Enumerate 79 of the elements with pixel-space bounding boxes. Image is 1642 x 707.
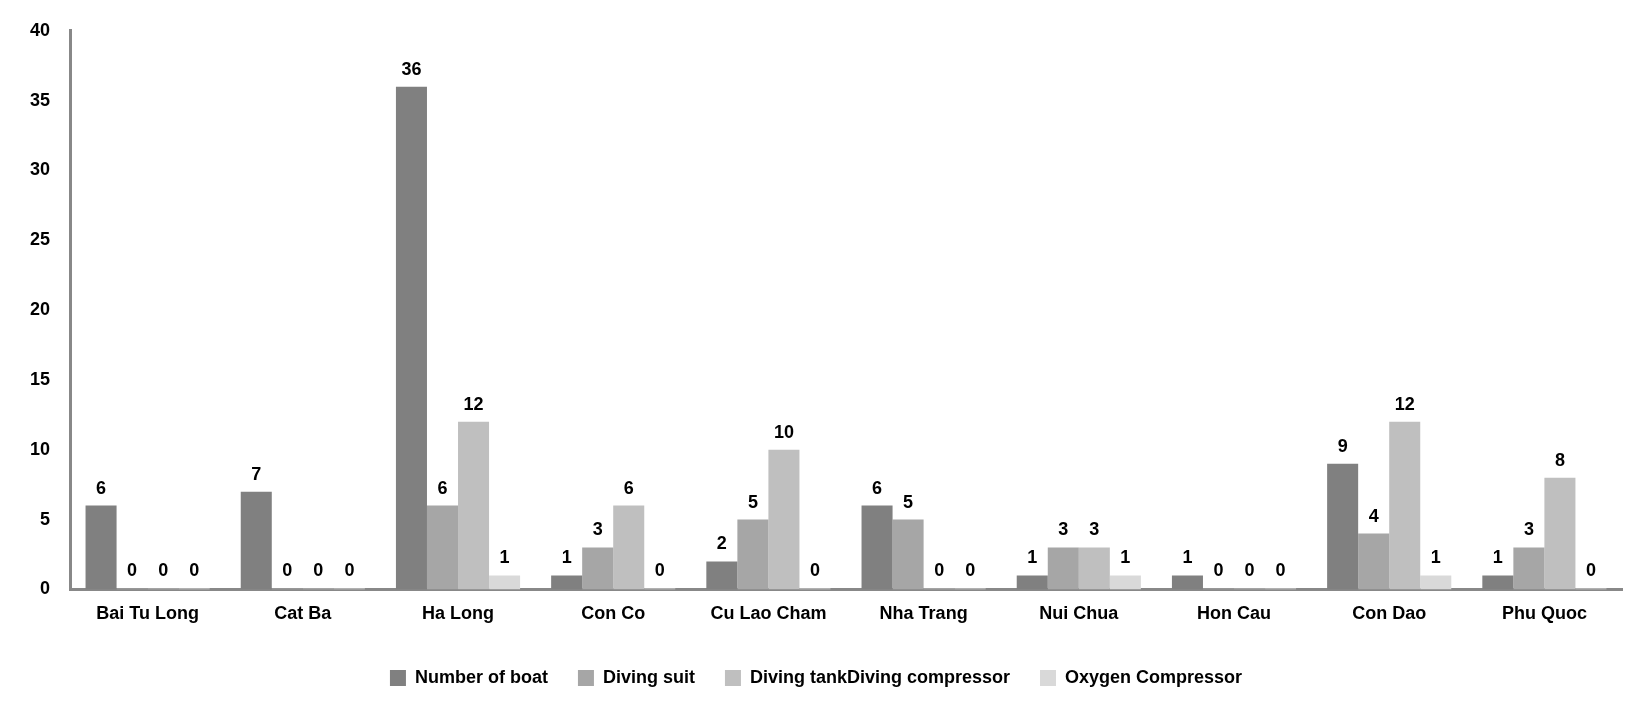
x-tick-label: Cat Ba bbox=[274, 603, 333, 624]
data-label: 2 bbox=[716, 533, 727, 554]
bar bbox=[1420, 575, 1452, 590]
data-label: 0 bbox=[313, 560, 324, 581]
data-label: 6 bbox=[96, 477, 107, 498]
data-label: 1 bbox=[1027, 547, 1038, 568]
legend-label: Oxygen Compressor bbox=[1065, 666, 1243, 687]
data-label: 0 bbox=[158, 560, 169, 581]
x-tick-label: Cu Lao Cham bbox=[710, 603, 827, 624]
data-label: 10 bbox=[773, 421, 794, 442]
data-label: 0 bbox=[1275, 560, 1286, 581]
x-tick-label: Hon Cau bbox=[1197, 603, 1272, 624]
data-label: 12 bbox=[1394, 393, 1415, 414]
y-tick-label: 20 bbox=[29, 299, 51, 320]
y-tick-label: 35 bbox=[29, 89, 51, 110]
bar bbox=[1513, 547, 1545, 590]
legend-label: Diving suit bbox=[602, 666, 695, 687]
bar bbox=[1389, 421, 1421, 590]
x-tick-label: Con Dao bbox=[1352, 603, 1427, 624]
y-tick-label: 15 bbox=[29, 368, 51, 389]
y-tick-label: 0 bbox=[40, 578, 51, 599]
bar bbox=[426, 505, 459, 590]
data-label: 7 bbox=[251, 463, 262, 484]
bar bbox=[768, 449, 800, 590]
bar bbox=[1358, 533, 1390, 590]
data-label: 4 bbox=[1368, 505, 1379, 526]
data-label: 0 bbox=[965, 560, 976, 581]
x-tick-label: Nui Chua bbox=[1039, 603, 1120, 624]
data-label: 12 bbox=[463, 393, 484, 414]
data-label: 1 bbox=[561, 547, 572, 568]
y-tick-label: 40 bbox=[29, 19, 51, 40]
bar bbox=[1544, 477, 1576, 590]
y-tick-label: 5 bbox=[40, 508, 51, 529]
x-tick-label: Bai Tu Long bbox=[96, 603, 199, 624]
y-tick-label: 10 bbox=[29, 438, 51, 459]
data-label: 0 bbox=[1213, 560, 1224, 581]
data-label: 0 bbox=[934, 560, 945, 581]
data-label: 1 bbox=[1120, 547, 1131, 568]
x-tick-label: Nha Trang bbox=[879, 603, 968, 624]
data-label: 6 bbox=[437, 477, 448, 498]
y-tick-label: 30 bbox=[29, 159, 51, 180]
bar bbox=[613, 505, 645, 590]
data-label: 1 bbox=[1182, 547, 1193, 568]
bar bbox=[1078, 547, 1110, 590]
data-label: 1 bbox=[499, 547, 510, 568]
y-tick-label: 25 bbox=[29, 229, 51, 250]
bar bbox=[582, 547, 614, 590]
data-label: 6 bbox=[623, 477, 634, 498]
data-label: 1 bbox=[1492, 547, 1503, 568]
bar bbox=[458, 421, 490, 590]
data-label: 0 bbox=[127, 560, 138, 581]
data-label: 0 bbox=[344, 560, 355, 581]
bar bbox=[892, 519, 924, 590]
data-label: 5 bbox=[903, 491, 914, 512]
data-label: 3 bbox=[592, 519, 603, 540]
data-label: 0 bbox=[1585, 560, 1596, 581]
bar bbox=[737, 519, 769, 590]
bar bbox=[1109, 575, 1141, 590]
data-label: 0 bbox=[809, 560, 820, 581]
x-tick-label: Ha Long bbox=[422, 603, 495, 624]
data-label: 9 bbox=[1337, 435, 1348, 456]
data-label: 0 bbox=[282, 560, 293, 581]
data-label: 3 bbox=[1058, 519, 1069, 540]
x-tick-label: Phu Quoc bbox=[1501, 603, 1587, 624]
data-label: 36 bbox=[401, 58, 422, 79]
data-label: 1 bbox=[1430, 547, 1441, 568]
data-label: 3 bbox=[1523, 519, 1534, 540]
data-label: 0 bbox=[654, 560, 665, 581]
legend-label: Number of boat bbox=[414, 666, 548, 687]
x-tick-label: Con Co bbox=[581, 603, 646, 624]
data-label: 5 bbox=[747, 491, 758, 512]
data-label: 8 bbox=[1554, 449, 1565, 470]
bar bbox=[1047, 547, 1079, 590]
data-label: 3 bbox=[1089, 519, 1100, 540]
legend-label: Diving tankDiving compressor bbox=[749, 666, 1010, 687]
data-label: 6 bbox=[872, 477, 883, 498]
bar bbox=[489, 575, 521, 590]
data-label: 0 bbox=[1244, 560, 1255, 581]
data-label: 0 bbox=[189, 560, 200, 581]
